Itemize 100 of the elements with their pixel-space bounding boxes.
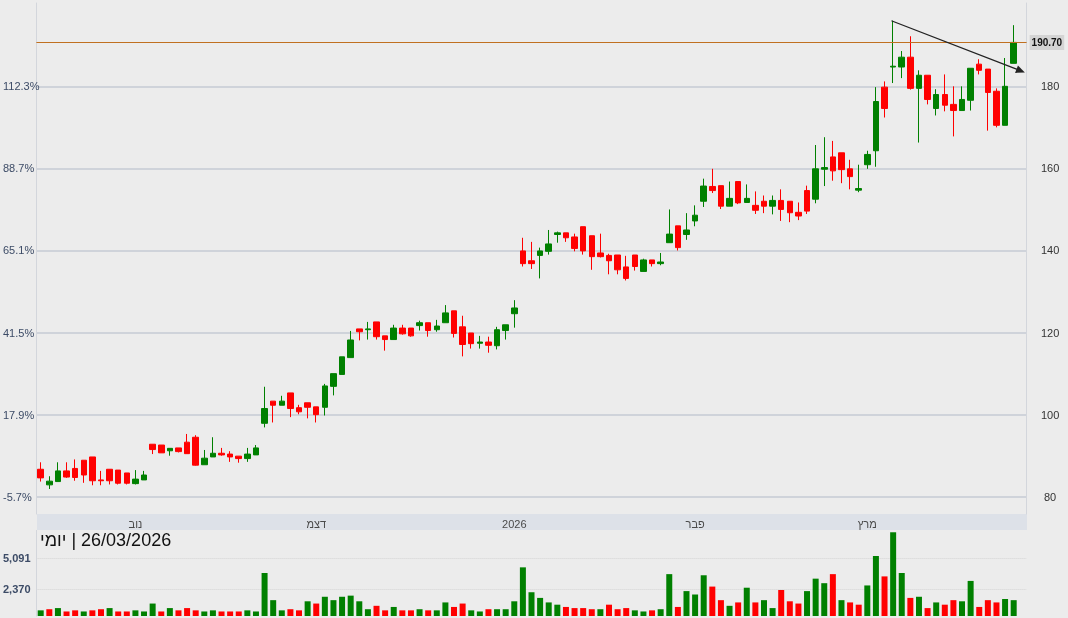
candlestick bbox=[881, 80, 888, 119]
bar bbox=[494, 609, 501, 616]
y-tick-label: 140 bbox=[1040, 244, 1060, 257]
bar bbox=[717, 600, 724, 616]
candlestick bbox=[769, 195, 776, 215]
bar bbox=[80, 611, 87, 616]
candlestick bbox=[1002, 57, 1008, 126]
bar bbox=[649, 610, 656, 616]
candlestick bbox=[692, 204, 698, 227]
candlestick bbox=[175, 447, 182, 453]
bar bbox=[580, 608, 587, 616]
bar bbox=[235, 611, 242, 616]
bar bbox=[829, 574, 836, 616]
bar bbox=[700, 575, 707, 616]
candlestick bbox=[907, 35, 914, 91]
bar bbox=[313, 603, 320, 616]
candlestick bbox=[46, 475, 53, 490]
bar bbox=[907, 597, 914, 616]
bar bbox=[898, 573, 905, 616]
bar bbox=[425, 610, 432, 616]
x-tick-label: נוב bbox=[128, 517, 143, 530]
bar bbox=[339, 596, 346, 616]
bar bbox=[158, 611, 165, 616]
bar bbox=[588, 609, 595, 616]
candlestick bbox=[442, 304, 449, 324]
bar bbox=[1010, 600, 1017, 616]
bar bbox=[485, 609, 492, 616]
candlestick bbox=[967, 67, 974, 112]
candlestick bbox=[959, 85, 965, 112]
candlestick bbox=[589, 235, 595, 271]
y2-tick-label: 41.5% bbox=[3, 326, 35, 339]
candlestick bbox=[916, 69, 922, 144]
bar bbox=[847, 602, 854, 616]
candlestick bbox=[227, 450, 233, 463]
candlestick bbox=[322, 383, 328, 416]
candlestick bbox=[184, 433, 190, 455]
bar bbox=[399, 610, 406, 616]
bar bbox=[330, 600, 337, 616]
bar bbox=[967, 580, 974, 616]
y-tick-label: 180 bbox=[1040, 80, 1060, 93]
candlestick bbox=[614, 254, 621, 275]
bar bbox=[1002, 599, 1009, 616]
candlestick bbox=[700, 178, 707, 208]
y2-tick-label: 65.1% bbox=[3, 244, 35, 257]
bar bbox=[201, 611, 208, 616]
candlestick bbox=[821, 136, 828, 187]
bar bbox=[804, 591, 811, 616]
bar bbox=[760, 600, 767, 616]
candlestick bbox=[528, 241, 535, 270]
candlestick bbox=[330, 373, 337, 396]
candlestick bbox=[416, 320, 423, 332]
bar bbox=[872, 556, 879, 616]
bar bbox=[631, 610, 638, 616]
bar bbox=[37, 610, 44, 616]
candlestick bbox=[304, 402, 311, 419]
candlestick bbox=[373, 321, 380, 341]
bar bbox=[278, 610, 285, 616]
candlestick bbox=[554, 231, 561, 244]
bar bbox=[933, 602, 940, 616]
candlestick bbox=[408, 327, 414, 338]
candlestick bbox=[365, 321, 371, 341]
candlestick bbox=[597, 233, 604, 258]
bar bbox=[993, 602, 1000, 616]
x-tick-label: 2026 bbox=[502, 517, 527, 530]
candlestick bbox=[726, 181, 733, 207]
bar bbox=[123, 611, 130, 616]
bar bbox=[545, 602, 552, 616]
bar bbox=[132, 610, 139, 616]
candlestick bbox=[313, 406, 319, 423]
bar bbox=[364, 609, 371, 616]
bar bbox=[141, 611, 148, 616]
bar bbox=[184, 608, 191, 616]
candlestick bbox=[640, 258, 647, 272]
bar bbox=[864, 585, 871, 616]
bar bbox=[597, 609, 604, 616]
candlestick bbox=[795, 201, 802, 221]
candlestick bbox=[675, 225, 681, 251]
bar bbox=[941, 604, 948, 616]
candlestick bbox=[761, 195, 767, 214]
bar bbox=[623, 608, 630, 616]
bar bbox=[735, 602, 742, 616]
candlestick bbox=[425, 322, 431, 338]
candlestick bbox=[235, 455, 242, 464]
bar bbox=[976, 606, 983, 616]
candlestick bbox=[485, 336, 492, 354]
candlestick bbox=[167, 447, 173, 457]
candlestick bbox=[838, 152, 845, 184]
candlestick bbox=[847, 159, 853, 190]
y2-tick-label: 88.7% bbox=[3, 162, 35, 175]
bar bbox=[924, 608, 931, 616]
y-tick-label: 100 bbox=[1040, 408, 1060, 421]
bar bbox=[890, 532, 897, 616]
bar bbox=[657, 609, 664, 616]
candlestick bbox=[778, 188, 784, 222]
candlestick bbox=[115, 469, 121, 485]
bar bbox=[614, 609, 621, 616]
bar bbox=[692, 594, 699, 616]
x-tick-label: מרץ bbox=[857, 517, 877, 530]
candlestick bbox=[735, 181, 741, 205]
candlestick bbox=[606, 253, 612, 275]
